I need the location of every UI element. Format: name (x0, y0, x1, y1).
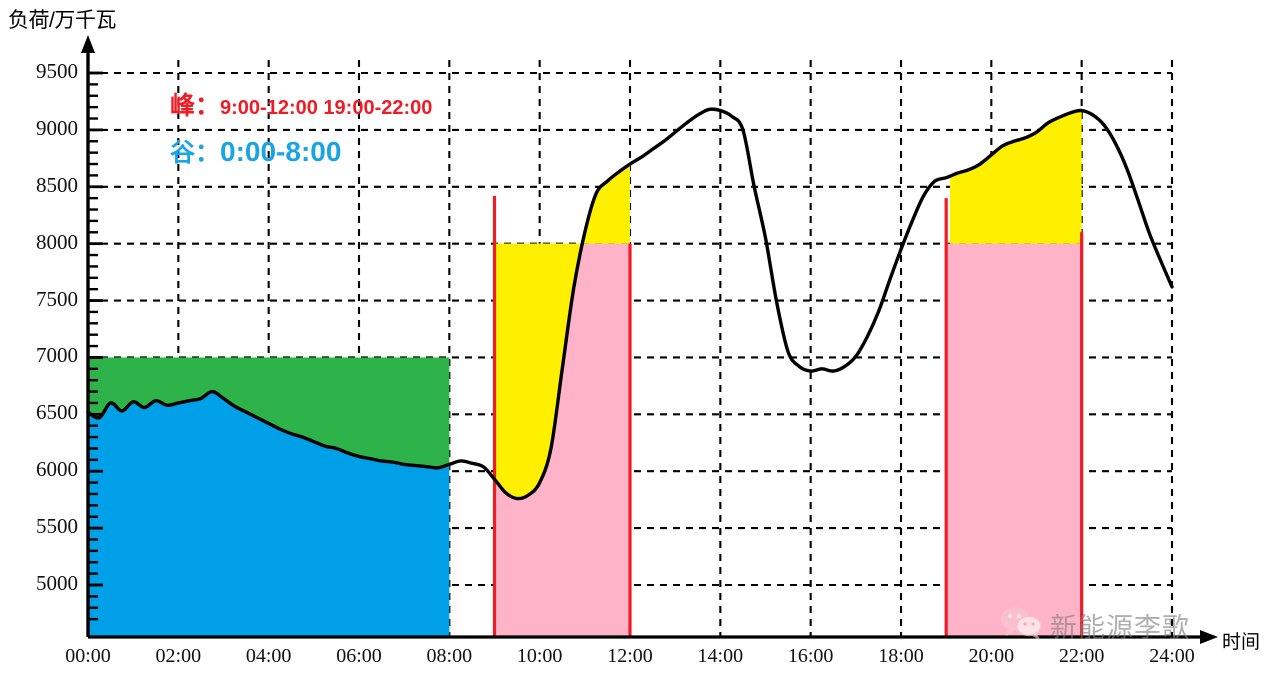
y-tick-label: 8000 (36, 229, 78, 254)
legend-valley: 谷：0:00-8:00 (170, 133, 341, 169)
evening-peak-pink-region (946, 243, 1082, 637)
x-tick-label: 16:00 (787, 645, 834, 667)
x-tick-label: 06:00 (336, 645, 382, 667)
axes (81, 35, 1218, 644)
wechat-icon (1000, 606, 1044, 645)
valley-blue-region (88, 391, 450, 637)
y-tick-label: 9000 (36, 115, 78, 140)
y-axis-title: 负荷/万千瓦 (8, 9, 116, 32)
x-tick-label: 18:00 (878, 645, 924, 667)
y-tick-label: 7500 (36, 286, 78, 311)
y-tick-label: 5000 (36, 571, 78, 595)
legend-valley-value: 0:00-8:00 (220, 136, 342, 167)
x-tick-label: 24:00 (1149, 645, 1195, 667)
y-tick-label: 6500 (36, 400, 78, 425)
legend-peak-key: 峰： (170, 92, 221, 120)
y-tick-label: 5500 (36, 514, 78, 539)
legend-valley-key: 谷： (170, 139, 221, 167)
x-tick-label: 14:00 (697, 645, 744, 667)
x-tick-label: 08:00 (426, 645, 473, 667)
fill-regions (88, 110, 1082, 637)
y-major-ticks (88, 71, 103, 587)
y-tick-label: 6000 (36, 457, 78, 482)
watermark: 新能源李歌 (1000, 606, 1190, 645)
x-tick-label: 22:00 (1058, 645, 1105, 667)
morning-peak-yellow-region (495, 164, 630, 499)
x-tick-label: 00:00 (65, 645, 111, 667)
y-tick-label: 9500 (36, 59, 78, 83)
y-tick-label: 7000 (36, 343, 78, 368)
x-tick-label: 10:00 (516, 645, 563, 667)
peak-boundary-lines (492, 195, 1084, 637)
x-tick-label: 04:00 (245, 645, 292, 667)
watermark-text: 新能源李歌 (1050, 613, 1190, 643)
y-tick-label: 8500 (36, 172, 78, 197)
legend-peak-value: 9:00-12:00 19:00-22:00 (220, 97, 433, 119)
evening-peak-yellow-region (950, 110, 1082, 244)
legend-peak: 峰：9:00-12:00 19:00-22:00 (170, 86, 432, 122)
x-tick-label: 20:00 (968, 645, 1015, 667)
load-curve-line (86, 107, 1174, 501)
valley-green-region (88, 357, 450, 468)
x-tick-label: 12:00 (607, 645, 653, 667)
x-axis-title: 时间 (1222, 632, 1261, 653)
x-tick-label: 02:00 (155, 645, 202, 667)
